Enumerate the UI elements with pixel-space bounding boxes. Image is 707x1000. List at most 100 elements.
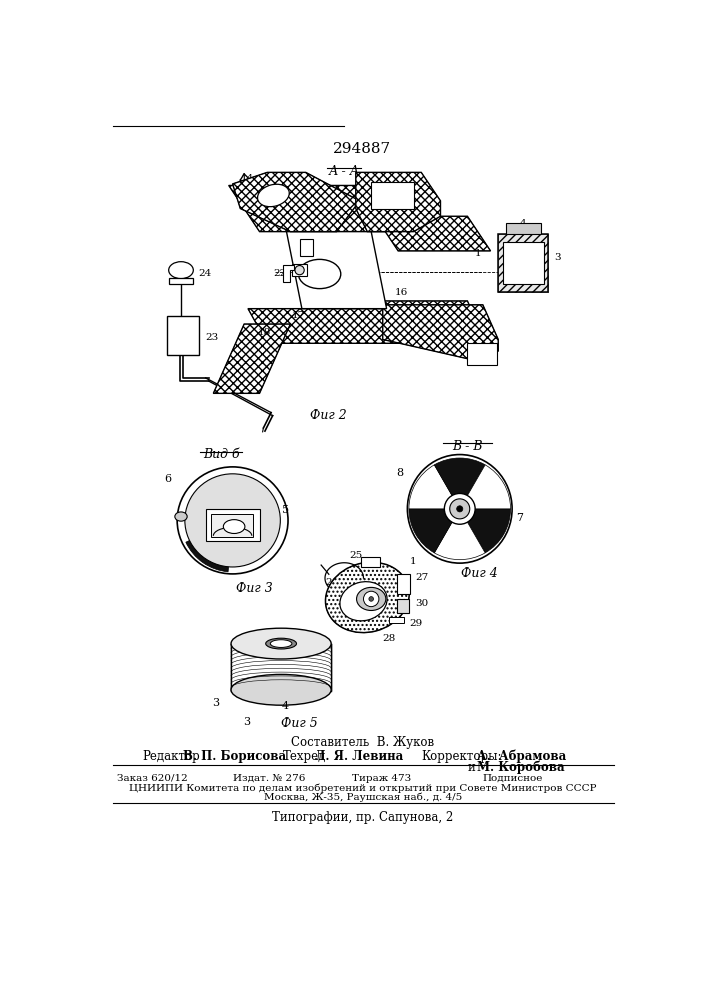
Ellipse shape: [231, 674, 331, 705]
Text: 23: 23: [206, 333, 219, 342]
Ellipse shape: [266, 638, 296, 649]
Text: В. П. Борисова: В. П. Борисова: [182, 750, 286, 763]
Text: 19: 19: [313, 289, 327, 298]
Text: А - А: А - А: [329, 165, 360, 178]
Text: Фиг 3: Фиг 3: [236, 582, 273, 595]
Bar: [397, 574, 411, 594]
Circle shape: [363, 591, 379, 607]
Text: Заказ 620/12: Заказ 620/12: [117, 774, 188, 783]
Ellipse shape: [257, 184, 289, 207]
Ellipse shape: [223, 520, 245, 533]
Polygon shape: [286, 232, 387, 309]
Text: Издат. № 276: Издат. № 276: [233, 774, 305, 783]
Text: 13: 13: [259, 209, 273, 218]
Text: 14: 14: [240, 174, 254, 183]
Polygon shape: [375, 216, 491, 251]
Text: 6: 6: [164, 474, 171, 484]
Circle shape: [369, 597, 373, 601]
Bar: [467, 343, 497, 365]
Text: Подписное: Подписное: [483, 774, 543, 783]
Text: 1: 1: [409, 557, 416, 566]
Text: 4: 4: [281, 701, 288, 711]
Text: 3: 3: [243, 717, 250, 727]
Bar: [206, 509, 259, 541]
Ellipse shape: [298, 259, 341, 289]
Text: Фиг 4: Фиг 4: [461, 567, 498, 580]
Text: 20: 20: [304, 262, 317, 271]
Text: А.  Абрамова: А. Абрамова: [477, 750, 566, 763]
Bar: [300, 239, 313, 256]
Text: Фиг 5: Фиг 5: [281, 717, 318, 730]
Text: 16: 16: [395, 288, 407, 297]
Ellipse shape: [356, 587, 386, 610]
Text: 25: 25: [349, 551, 363, 560]
Text: 9: 9: [475, 353, 481, 362]
Text: М. Коробова: М. Коробова: [477, 761, 564, 774]
Text: 11: 11: [398, 209, 411, 218]
Bar: [397, 599, 409, 613]
Text: 12: 12: [320, 202, 333, 211]
Text: 27: 27: [415, 573, 428, 582]
Polygon shape: [214, 324, 291, 393]
Text: 18: 18: [258, 328, 271, 337]
Text: 8: 8: [397, 468, 404, 478]
Wedge shape: [409, 465, 460, 509]
Text: 1: 1: [475, 249, 481, 258]
Bar: [361, 557, 380, 567]
Text: Москва, Ж-35, Раушская наб., д. 4/5: Москва, Ж-35, Раушская наб., д. 4/5: [264, 793, 462, 802]
Ellipse shape: [177, 467, 288, 574]
Bar: [292, 264, 308, 276]
Ellipse shape: [169, 262, 193, 279]
Text: и: и: [467, 761, 475, 774]
Wedge shape: [186, 520, 233, 572]
Polygon shape: [233, 172, 360, 232]
Text: Корректоры:: Корректоры:: [421, 750, 502, 763]
Text: Техред: Техред: [283, 750, 326, 763]
Wedge shape: [460, 509, 510, 553]
Text: Фиг 2: Фиг 2: [310, 409, 347, 422]
Wedge shape: [460, 465, 510, 509]
Text: 30: 30: [415, 599, 428, 608]
Bar: [169, 278, 193, 284]
Bar: [498, 234, 549, 292]
Text: Вид б: Вид б: [203, 448, 240, 461]
Bar: [506, 223, 541, 234]
Bar: [371, 182, 414, 209]
Circle shape: [444, 493, 475, 524]
Text: 15: 15: [317, 238, 331, 247]
Bar: [498, 234, 549, 292]
Text: 26: 26: [325, 578, 338, 587]
Text: В - В: В - В: [452, 440, 483, 453]
Polygon shape: [283, 265, 294, 282]
Text: 294887: 294887: [333, 142, 391, 156]
Bar: [503, 242, 544, 284]
Polygon shape: [382, 301, 483, 336]
Bar: [211, 514, 253, 537]
Text: Составитель  В. Жуков: Составитель В. Жуков: [291, 736, 434, 749]
Text: 22: 22: [274, 269, 286, 278]
Text: 17: 17: [292, 311, 305, 320]
Polygon shape: [229, 185, 444, 232]
Text: Л. Я. Левина: Л. Я. Левина: [315, 750, 403, 763]
Ellipse shape: [185, 474, 281, 567]
Ellipse shape: [340, 582, 387, 621]
Text: 10: 10: [294, 211, 308, 220]
Text: 28: 28: [382, 634, 396, 643]
Text: ЦНИИПИ Комитета по делам изобретений и открытий при Совете Министров СССР: ЦНИИПИ Комитета по делам изобретений и о…: [129, 784, 597, 793]
Bar: [389, 617, 404, 623]
Ellipse shape: [325, 562, 409, 633]
Circle shape: [457, 506, 463, 512]
Text: 24: 24: [198, 269, 211, 278]
Text: 7: 7: [516, 513, 523, 523]
Text: 3: 3: [212, 698, 219, 708]
Wedge shape: [434, 458, 485, 509]
Text: 5: 5: [282, 505, 289, 515]
Polygon shape: [356, 172, 440, 232]
Circle shape: [450, 499, 469, 519]
Bar: [167, 316, 199, 355]
Text: Редактор: Редактор: [143, 750, 200, 763]
Wedge shape: [409, 509, 460, 553]
Text: 4: 4: [520, 219, 526, 228]
Text: 3: 3: [554, 253, 561, 262]
Wedge shape: [434, 509, 485, 560]
